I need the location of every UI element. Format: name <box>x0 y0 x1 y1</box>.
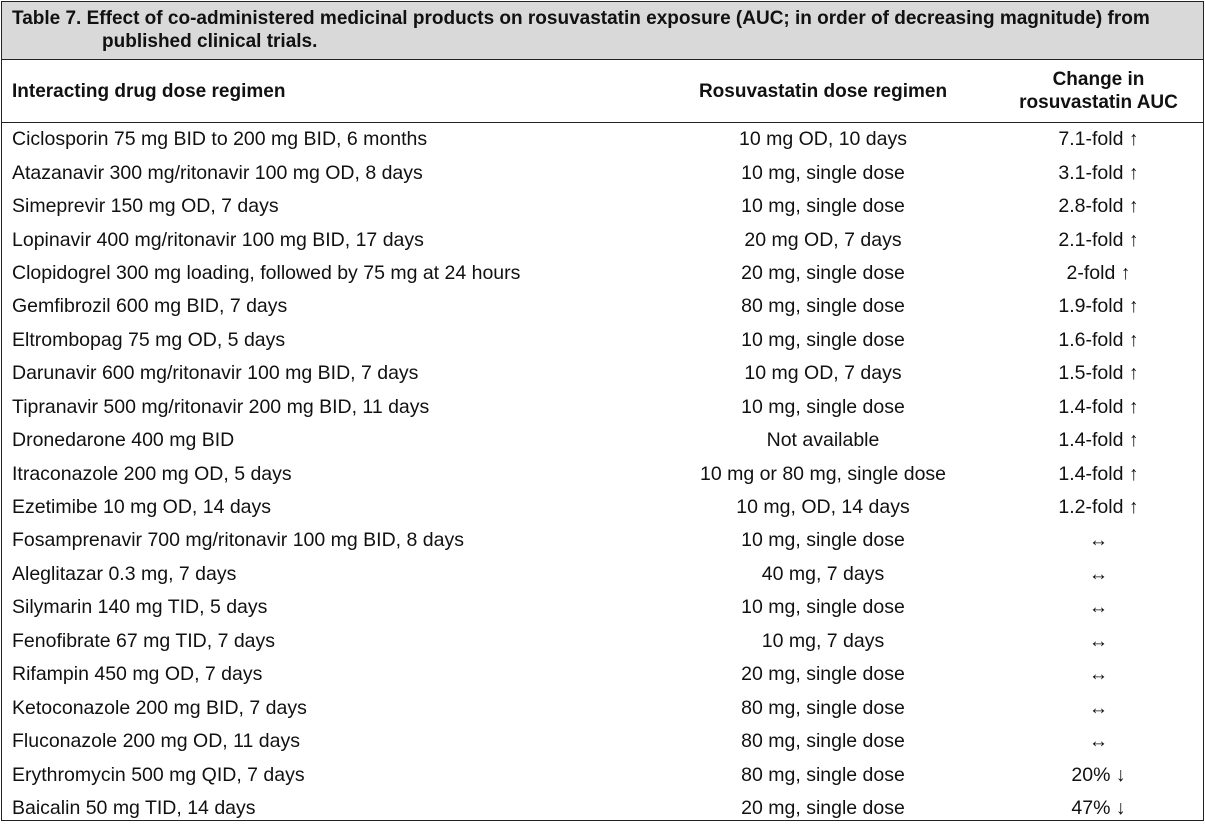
cell-rosuvastatin-dose: 20 mg, single dose <box>652 658 994 691</box>
cell-auc-change: ↔ <box>994 591 1203 624</box>
cell-interacting-drug: Dronedarone 400 mg BID <box>2 424 652 457</box>
cell-rosuvastatin-dose: 10 mg OD, 10 days <box>652 123 994 157</box>
cell-rosuvastatin-dose: 10 mg OD, 7 days <box>652 357 994 390</box>
table-caption-text: Table 7. Effect of co-administered medic… <box>12 7 1193 53</box>
cell-rosuvastatin-dose: 10 mg, single dose <box>652 324 994 357</box>
cell-auc-change: 1.5-fold ↑ <box>994 357 1203 390</box>
table-row: Ciclosporin 75 mg BID to 200 mg BID, 6 m… <box>2 123 1203 157</box>
cell-auc-change: 2.8-fold ↑ <box>994 190 1203 223</box>
table-row: Clopidogrel 300 mg loading, followed by … <box>2 257 1203 290</box>
cell-auc-change: 20% ↓ <box>994 758 1203 791</box>
cell-interacting-drug: Eltrombopag 75 mg OD, 5 days <box>2 324 652 357</box>
cell-rosuvastatin-dose: 10 mg, 7 days <box>652 625 994 658</box>
header-rosuvastatin-dose: Rosuvastatin dose regimen <box>652 60 994 123</box>
cell-rosuvastatin-dose: 10 mg, single dose <box>652 391 994 424</box>
table-row: Fosamprenavir 700 mg/ritonavir 100 mg BI… <box>2 524 1203 557</box>
table-row: Tipranavir 500 mg/ritonavir 200 mg BID, … <box>2 391 1203 424</box>
cell-rosuvastatin-dose: 10 mg or 80 mg, single dose <box>652 457 994 490</box>
cell-interacting-drug: Rifampin 450 mg OD, 7 days <box>2 658 652 691</box>
cell-auc-change: 1.9-fold ↑ <box>994 290 1203 323</box>
cell-auc-change: ↔ <box>994 691 1203 724</box>
cell-auc-change: 2.1-fold ↑ <box>994 223 1203 256</box>
cell-interacting-drug: Darunavir 600 mg/ritonavir 100 mg BID, 7… <box>2 357 652 390</box>
cell-interacting-drug: Tipranavir 500 mg/ritonavir 200 mg BID, … <box>2 391 652 424</box>
cell-auc-change: 3.1-fold ↑ <box>994 156 1203 189</box>
cell-rosuvastatin-dose: 10 mg, single dose <box>652 524 994 557</box>
cell-auc-change: 1.4-fold ↑ <box>994 391 1203 424</box>
cell-interacting-drug: Aleglitazar 0.3 mg, 7 days <box>2 558 652 591</box>
cell-rosuvastatin-dose: 20 mg, single dose <box>652 257 994 290</box>
cell-rosuvastatin-dose: 20 mg OD, 7 days <box>652 223 994 256</box>
cell-interacting-drug: Atazanavir 300 mg/ritonavir 100 mg OD, 8… <box>2 156 652 189</box>
cell-auc-change: ↔ <box>994 558 1203 591</box>
header-auc-change: Change in rosuvastatin AUC <box>994 60 1203 123</box>
table-row: Lopinavir 400 mg/ritonavir 100 mg BID, 1… <box>2 223 1203 256</box>
cell-auc-change: ↔ <box>994 658 1203 691</box>
cell-interacting-drug: Silymarin 140 mg TID, 5 days <box>2 591 652 624</box>
cell-auc-change: 47% ↓ <box>994 792 1203 825</box>
table-caption: Table 7. Effect of co-administered medic… <box>2 2 1203 60</box>
cell-rosuvastatin-dose: 80 mg, single dose <box>652 290 994 323</box>
cell-rosuvastatin-dose: 10 mg, single dose <box>652 156 994 189</box>
cell-interacting-drug: Simeprevir 150 mg OD, 7 days <box>2 190 652 223</box>
cell-rosuvastatin-dose: 10 mg, single dose <box>652 591 994 624</box>
cell-rosuvastatin-dose: 10 mg, single dose <box>652 190 994 223</box>
cell-rosuvastatin-dose: 40 mg, 7 days <box>652 558 994 591</box>
cell-interacting-drug: Ezetimibe 10 mg OD, 14 days <box>2 491 652 524</box>
cell-interacting-drug: Clopidogrel 300 mg loading, followed by … <box>2 257 652 290</box>
cell-interacting-drug: Ciclosporin 75 mg BID to 200 mg BID, 6 m… <box>2 123 652 157</box>
cell-auc-change: 1.6-fold ↑ <box>994 324 1203 357</box>
cell-interacting-drug: Itraconazole 200 mg OD, 5 days <box>2 457 652 490</box>
cell-rosuvastatin-dose: 80 mg, single dose <box>652 725 994 758</box>
cell-auc-change: 1.4-fold ↑ <box>994 424 1203 457</box>
interaction-table: Interacting drug dose regimen Rosuvastat… <box>2 60 1203 825</box>
cell-auc-change: 2-fold ↑ <box>994 257 1203 290</box>
cell-interacting-drug: Fosamprenavir 700 mg/ritonavir 100 mg BI… <box>2 524 652 557</box>
cell-auc-change: ↔ <box>994 524 1203 557</box>
cell-interacting-drug: Lopinavir 400 mg/ritonavir 100 mg BID, 1… <box>2 223 652 256</box>
table-row: Darunavir 600 mg/ritonavir 100 mg BID, 7… <box>2 357 1203 390</box>
cell-auc-change: 1.2-fold ↑ <box>994 491 1203 524</box>
cell-interacting-drug: Fluconazole 200 mg OD, 11 days <box>2 725 652 758</box>
table-body: Ciclosporin 75 mg BID to 200 mg BID, 6 m… <box>2 123 1203 825</box>
cell-rosuvastatin-dose: 80 mg, single dose <box>652 691 994 724</box>
cell-rosuvastatin-dose: 80 mg, single dose <box>652 758 994 791</box>
cell-auc-change: ↔ <box>994 625 1203 658</box>
cell-interacting-drug: Fenofibrate 67 mg TID, 7 days <box>2 625 652 658</box>
cell-interacting-drug: Ketoconazole 200 mg BID, 7 days <box>2 691 652 724</box>
cell-interacting-drug: Baicalin 50 mg TID, 14 days <box>2 792 652 825</box>
cell-auc-change: 1.4-fold ↑ <box>994 457 1203 490</box>
cell-rosuvastatin-dose: 10 mg, OD, 14 days <box>652 491 994 524</box>
cell-interacting-drug: Gemfibrozil 600 mg BID, 7 days <box>2 290 652 323</box>
header-interacting-drug: Interacting drug dose regimen <box>2 60 652 123</box>
table-row: Atazanavir 300 mg/ritonavir 100 mg OD, 8… <box>2 156 1203 189</box>
cell-auc-change: ↔ <box>994 725 1203 758</box>
cell-auc-change: 7.1-fold ↑ <box>994 123 1203 157</box>
header-row: Interacting drug dose regimen Rosuvastat… <box>2 60 1203 123</box>
cell-rosuvastatin-dose: 20 mg, single dose <box>652 792 994 825</box>
table-header: Interacting drug dose regimen Rosuvastat… <box>2 60 1203 123</box>
cell-rosuvastatin-dose: Not available <box>652 424 994 457</box>
cell-interacting-drug: Erythromycin 500 mg QID, 7 days <box>2 758 652 791</box>
